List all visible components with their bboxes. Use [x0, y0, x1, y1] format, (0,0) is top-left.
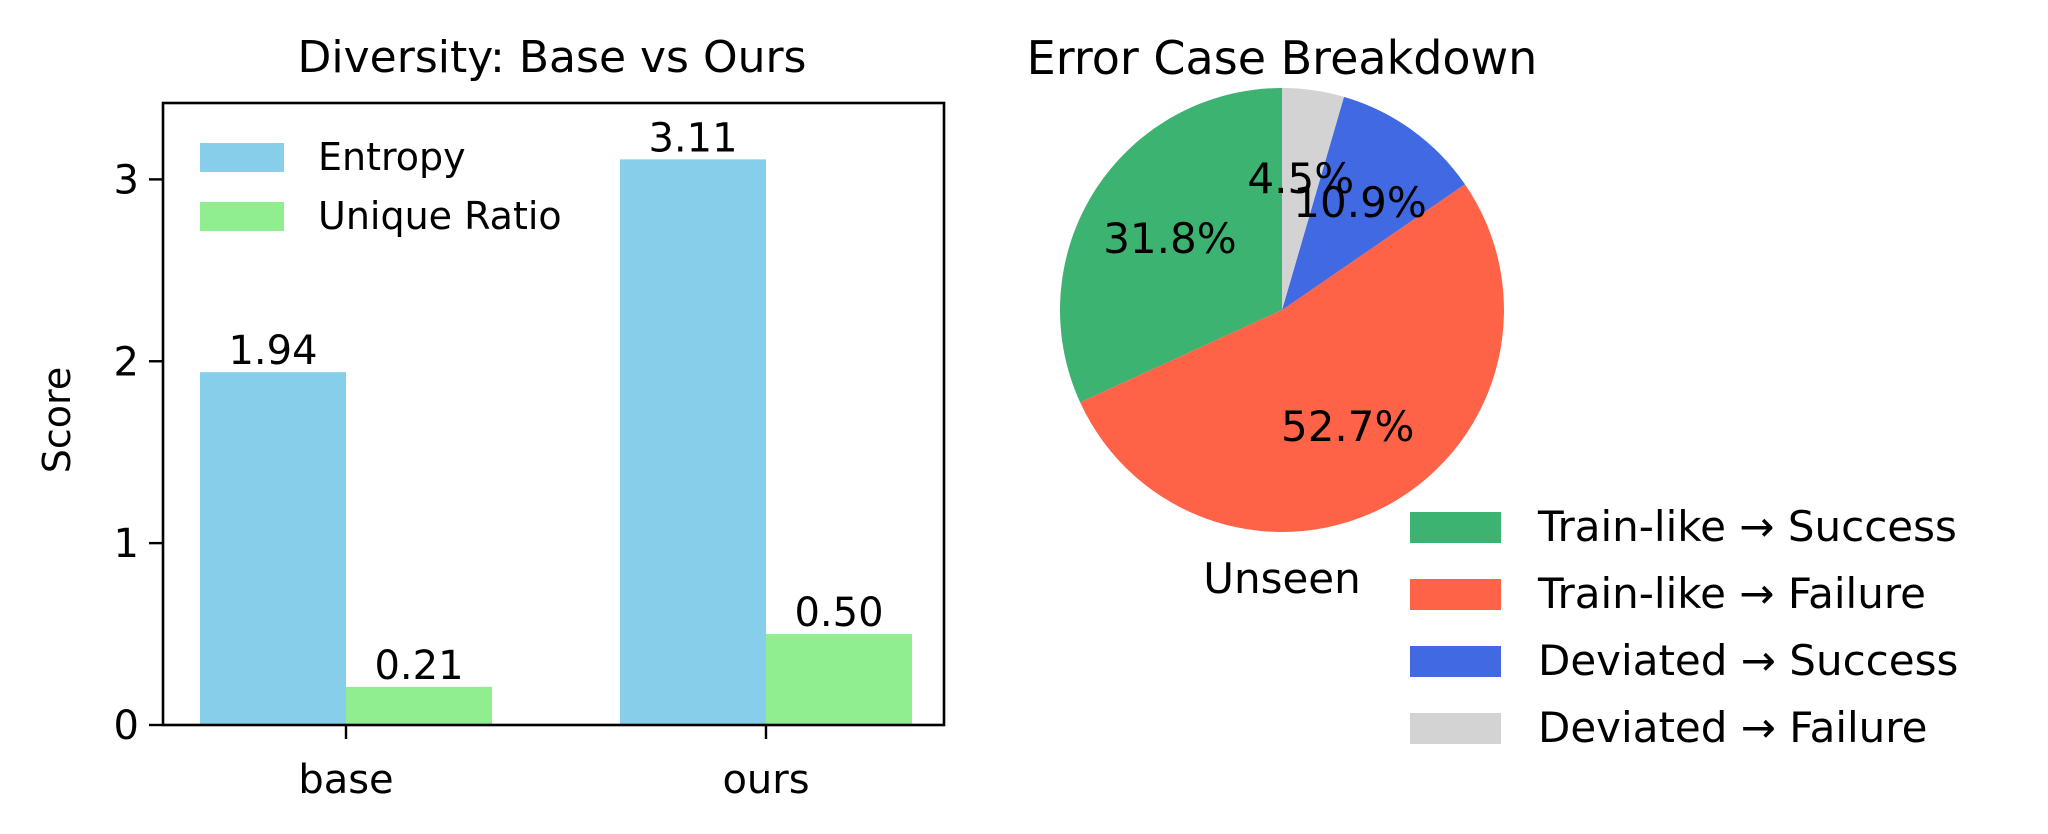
x-tick-label: ours [722, 757, 809, 803]
pie-slice-4 [1282, 88, 1344, 310]
pie-legend: Train-like → Success Train-like → Failure… [1410, 502, 1958, 752]
pie-slice-label: 31.8% [1103, 214, 1236, 263]
legend-swatch [1410, 646, 1501, 677]
legend-swatch [200, 143, 284, 172]
bar-unique-ratio-ours [766, 634, 912, 725]
pie-slice-labels: 31.8% 52.7% 10.9%4.5% [1103, 154, 1427, 451]
bar-entropy-base [200, 372, 346, 725]
y-tick-label: 1 [114, 521, 139, 567]
y-tick-label: 2 [114, 339, 139, 385]
pie-slice-label: 52.7% [1281, 402, 1414, 451]
bar-value-label: 0.50 [794, 590, 883, 636]
legend-label: Deviated → Success [1538, 636, 1958, 685]
legend-label: Deviated → Failure [1538, 703, 1927, 752]
legend-label: Train-like → Failure [1537, 569, 1926, 618]
legend-swatch [200, 202, 284, 231]
y-tick-label: 0 [114, 703, 139, 749]
x-ticks-layer: base ours [298, 725, 810, 803]
pie-chart-title: Error Case Breakdown [1027, 31, 1538, 85]
legend-label: Unique Ratio [318, 194, 562, 238]
pie-slice-label: 4.5% [1247, 154, 1354, 203]
pie-slice-3 [1282, 96, 1465, 310]
bar-unique-ratio-base [346, 686, 492, 725]
legend-swatch [1410, 579, 1501, 610]
legend-label: Train-like → Success [1537, 502, 1957, 551]
bar-value-label: 1.94 [228, 328, 317, 374]
bars-layer [200, 159, 912, 725]
y-axis-label: Score [35, 367, 79, 473]
bar-value-label: 3.11 [648, 115, 737, 161]
bar-legend: Entropy Unique Ratio [200, 135, 562, 238]
x-tick-label: base [298, 757, 393, 803]
y-tick-label: 3 [114, 157, 139, 203]
legend-swatch [1410, 512, 1501, 543]
pie-slice-2 [1080, 184, 1504, 532]
legend-label: Entropy [318, 135, 466, 179]
bar-entropy-ours [620, 159, 766, 725]
pie-slice-label: 10.9% [1293, 178, 1426, 227]
pie-chart: Error Case Breakdown 31.8% 52.7% 10.9%4.5%… [1027, 31, 1959, 752]
pie-slices [1059, 88, 1504, 532]
legend-swatch [1410, 713, 1501, 744]
pie-slice-1 [1059, 88, 1282, 403]
plot-frame [161, 101, 946, 727]
bar-value-label: 0.21 [374, 643, 463, 689]
pie-subtitle: Unseen [1203, 554, 1361, 603]
y-ticks-layer: 0 1 2 3 [114, 157, 163, 749]
bar-chart: Diversity: Base vs Ours Score 1.94 3.11 0.… [35, 32, 946, 803]
bar-labels-layer: 1.94 3.11 0.21 0.50 [228, 115, 883, 688]
bar-chart-title: Diversity: Base vs Ours [298, 32, 807, 83]
